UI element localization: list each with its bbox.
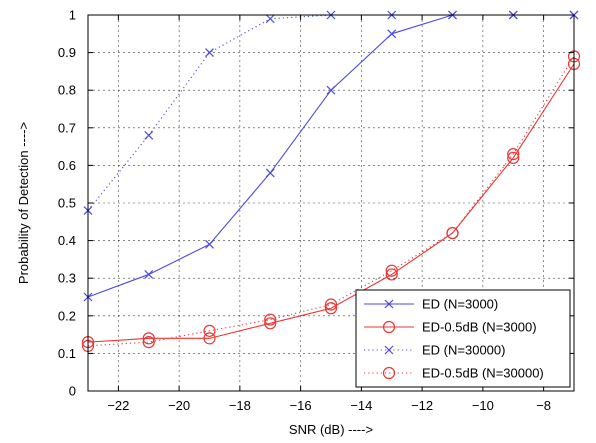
series-3 — [83, 10, 579, 215]
x-tick-label: −16 — [290, 398, 312, 413]
series-line — [87, 14, 574, 211]
data-point — [203, 332, 216, 345]
legend: ED (N=3000) ED-0.5dB (N=3000) ED (N=30000)… — [355, 289, 571, 388]
series-line — [87, 14, 574, 298]
data-point — [203, 324, 216, 337]
x-tick-label: −18 — [229, 398, 251, 413]
legend-item: ED-0.5dB (N=3000) — [364, 320, 537, 335]
legend-item: ED (N=3000) — [364, 297, 498, 312]
x-tick-label: −8 — [536, 398, 551, 413]
y-axis-label: Probability of Detection ----> — [16, 122, 31, 284]
x-tick-label: −14 — [350, 398, 372, 413]
data-point — [507, 151, 520, 164]
y-tick-label: 0.7 — [58, 120, 76, 135]
data-point — [385, 268, 398, 281]
data-point — [265, 14, 275, 24]
legend-label: ED-0.5dB (N=30000) — [422, 366, 544, 381]
data-point — [205, 239, 214, 249]
data-point — [507, 148, 520, 161]
y-tick-label: 1 — [69, 8, 76, 23]
data-point — [264, 313, 277, 326]
legend-marker — [384, 345, 394, 355]
y-tick-label: 0.3 — [58, 271, 76, 286]
data-point — [142, 336, 155, 349]
y-tick-label: 0.8 — [58, 83, 76, 98]
legend-marker — [384, 299, 394, 309]
y-tick-label: 0.9 — [58, 45, 76, 60]
x-tick-label: −22 — [107, 398, 129, 413]
legend-item: ED (N=30000) — [364, 343, 505, 358]
y-tick-label: 0.2 — [58, 308, 76, 323]
data-point — [324, 298, 338, 311]
y-tick-label: 0 — [69, 384, 76, 399]
y-tick-label: 0.1 — [58, 346, 76, 361]
legend-item: ED-0.5dB (N=30000) — [364, 366, 544, 381]
legend-marker — [382, 366, 396, 380]
data-point — [144, 270, 154, 279]
axis-ticks: −22 −20 −18 −16 −14 −12 −10 −8 0 0.1 0.2 0.3 0.4 0.5 0… — [58, 8, 574, 413]
x-tick-label: −10 — [472, 398, 494, 413]
y-tick-label: 0.5 — [58, 196, 76, 211]
legend-label: ED (N=3000) — [422, 297, 498, 312]
series-1 — [83, 10, 579, 302]
data-point — [265, 168, 275, 178]
data-point — [142, 332, 155, 345]
x-tick-label: −12 — [411, 398, 433, 413]
y-tick-label: 0.6 — [58, 158, 76, 173]
x-axis-label: SNR (dB) ----> — [289, 422, 373, 437]
data-point — [385, 264, 398, 277]
data-point — [324, 302, 338, 315]
y-tick-label: 0.4 — [58, 233, 76, 248]
x-tick-label: −20 — [168, 398, 190, 413]
data-point — [326, 85, 336, 95]
legend-label: ED (N=30000) — [422, 343, 505, 358]
series-4 — [81, 50, 581, 352]
data-point — [144, 130, 154, 140]
series-line — [87, 63, 575, 343]
legend-marker — [382, 320, 396, 334]
legend-label: ED-0.5dB (N=3000) — [422, 320, 537, 335]
series-line — [87, 56, 575, 347]
data-point — [205, 48, 214, 58]
data-point — [446, 226, 459, 240]
data-point — [264, 317, 277, 330]
data-point — [387, 29, 397, 39]
